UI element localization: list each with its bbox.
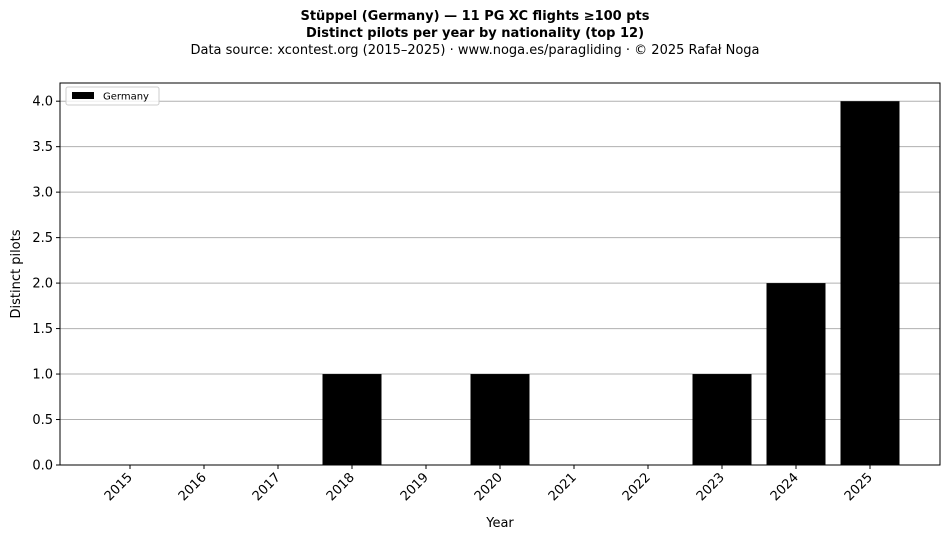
x-tick-label: 2022 (620, 470, 654, 504)
x-tick-label: 2015 (102, 470, 136, 504)
chart-source: Data source: xcontest.org (2015–2025) · … (190, 43, 760, 58)
x-tick-label: 2019 (398, 470, 432, 504)
y-tick-label: 3.5 (32, 140, 53, 155)
y-tick-label: 4.0 (32, 95, 53, 110)
x-tick-label: 2021 (546, 470, 580, 504)
x-tick-label: 2017 (250, 470, 284, 504)
x-tick-label: 2018 (324, 470, 358, 504)
y-tick-label: 0.5 (32, 413, 53, 428)
y-axis: 0.0 0.5 1.0 1.5 2.0 2.5 3.0 3.5 4.0 (32, 95, 60, 474)
legend-swatch (72, 92, 94, 99)
x-tick-label: 2024 (768, 470, 802, 504)
y-tick-label: 1.0 (32, 368, 53, 383)
y-tick-label: 2.0 (32, 277, 53, 292)
bar-2018 (322, 374, 382, 465)
legend-box (65, 86, 160, 106)
bar-2023 (692, 374, 752, 465)
y-tick-label: 3.0 (32, 186, 53, 201)
x-axis: 2015 2016 2017 2018 2019 2020 2021 2022 2023 2024… (102, 465, 876, 504)
legend: Germany (65, 86, 160, 106)
x-tick-label: 2016 (176, 470, 210, 504)
y-axis-label: Distinct pilots (9, 229, 24, 318)
x-axis-label: Year (485, 516, 514, 531)
bar-2020 (470, 374, 530, 465)
bar-2024 (766, 283, 826, 465)
bar-2025 (840, 101, 900, 465)
chart-title: Stüppel (Germany) — 11 PG XC flights ≥10… (300, 9, 650, 24)
chart-subtitle: Distinct pilots per year by nationality … (305, 26, 645, 41)
y-tick-label: 2.5 (32, 231, 53, 246)
y-tick-label: 0.0 (32, 459, 53, 474)
y-tick-label: 1.5 (32, 322, 53, 337)
bars (322, 101, 900, 465)
x-tick-label: 2023 (694, 470, 728, 504)
x-tick-label: 2025 (842, 470, 876, 504)
legend-label: Germany (103, 92, 149, 103)
x-tick-label: 2020 (472, 470, 506, 504)
